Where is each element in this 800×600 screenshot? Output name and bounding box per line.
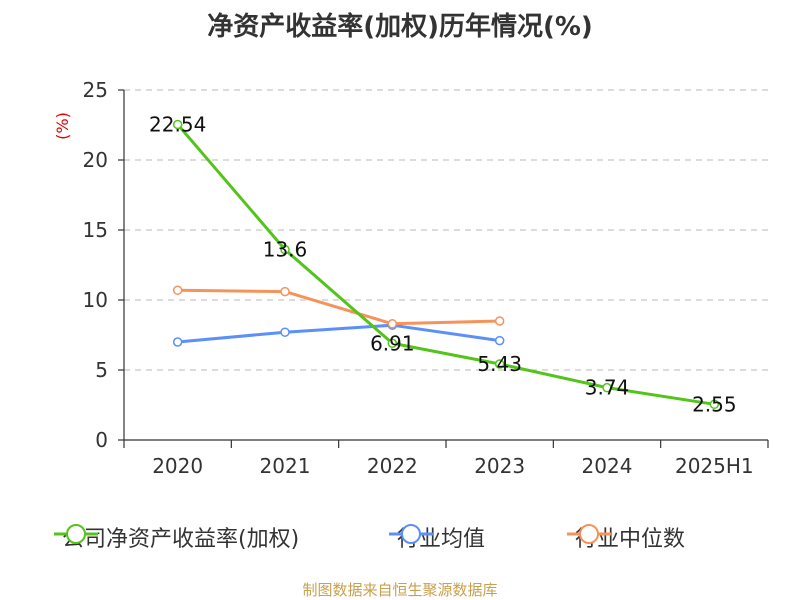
data-point — [172, 337, 183, 347]
data-point — [387, 319, 398, 329]
legend-symbol-icon — [567, 524, 611, 544]
data-point — [172, 119, 183, 130]
legend-symbol-icon — [54, 524, 98, 544]
data-label: 22.54 — [149, 112, 206, 136]
x-tick-label: 2023 — [474, 454, 525, 478]
legend-symbol-icon — [389, 524, 433, 544]
legend-item[interactable]: 行业中位数 — [567, 522, 685, 552]
source-note: 制图数据来自恒生聚源数据库 — [302, 581, 498, 599]
y-tick-label: 0 — [95, 428, 108, 452]
legend-marker — [66, 524, 86, 544]
data-point — [280, 286, 290, 297]
y-tick-label: 5 — [95, 358, 108, 382]
x-tick-label: 2024 — [582, 454, 633, 478]
data-point — [709, 399, 720, 410]
legend: 公司净资产收益率(加权) 行业均值 行业中位数 — [0, 522, 800, 552]
data-labels: 22.54 13.6 6.91 5.43 3.74 2.55 — [149, 112, 737, 416]
legend-item[interactable]: 公司净资产收益率(加权) — [54, 522, 299, 552]
x-tick-label: 2025H1 — [675, 454, 754, 478]
data-point — [280, 327, 290, 337]
chart-title: 净资产收益率(加权)历年情况(%) — [207, 12, 593, 42]
y-tick-label: 25 — [83, 78, 108, 102]
data-label: 13.6 — [263, 238, 308, 262]
x-tick-label: 2021 — [260, 454, 311, 478]
grid-lines — [124, 89, 768, 371]
data-point — [494, 316, 505, 326]
data-point — [172, 285, 183, 295]
data-point — [280, 244, 290, 255]
x-tick-label: 2020 — [152, 454, 203, 478]
legend-item[interactable]: 行业均值 — [389, 522, 485, 552]
legend-marker — [401, 524, 421, 544]
series-lines — [172, 119, 720, 410]
data-label: 6.91 — [370, 331, 415, 355]
data-label: 2.55 — [692, 392, 737, 416]
data-label: 3.74 — [585, 376, 630, 400]
legend-label: 公司净资产收益率(加权) — [62, 527, 300, 552]
y-tick-label: 10 — [83, 288, 108, 312]
axes: 0 5 10 15 20 25 2020 2021 2022 2023 2024 2025H1 (%) — [53, 78, 769, 478]
data-point — [387, 338, 398, 349]
legend-marker — [579, 524, 599, 544]
x-tick-label: 2022 — [367, 454, 418, 478]
data-point — [494, 335, 505, 346]
data-label: 5.43 — [477, 352, 522, 376]
data-point — [494, 359, 505, 369]
y-axis-label: (%) — [53, 112, 72, 140]
series-line — [177, 288, 500, 326]
y-tick-label: 15 — [83, 218, 108, 242]
series-line — [176, 123, 715, 406]
data-point — [602, 382, 612, 393]
y-tick-label: 20 — [83, 148, 108, 172]
series-line — [177, 323, 500, 344]
